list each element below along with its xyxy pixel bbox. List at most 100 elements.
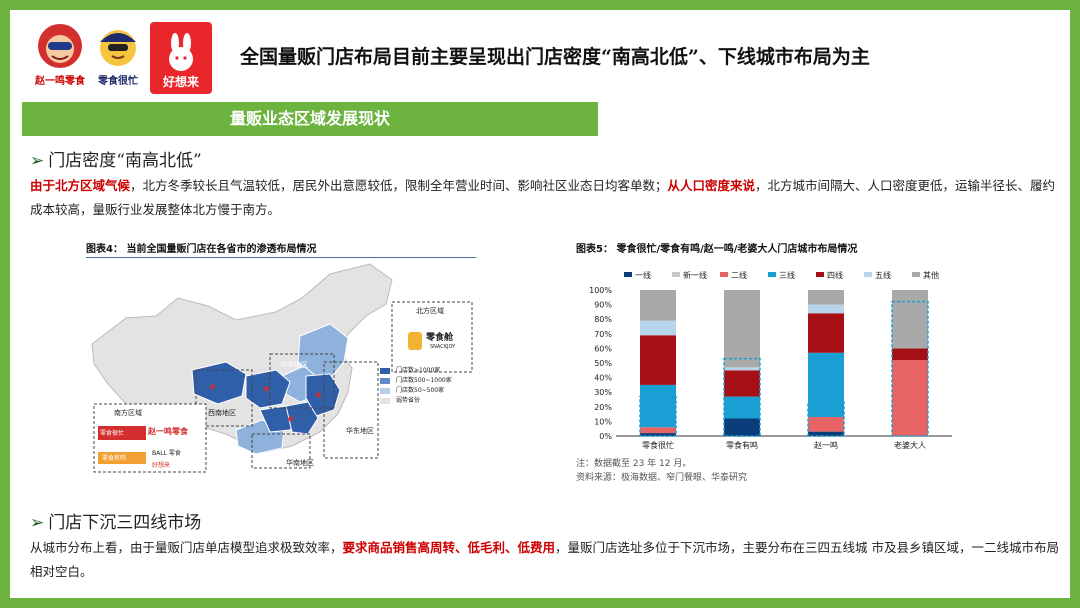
legend-label: 四线 [827,270,843,280]
bar-highlight-box [723,357,761,437]
slide: 赵一鸣零食 零食很忙 好想来 全国量贩门店布局目前主要呈现出门店密度“南高北低”… [10,10,1070,598]
arrow-bullet-icon: ➢ [30,151,45,171]
figure4: 图表4： 当前全国量贩门店在各省市的渗透布局情况 ★ ★ ★ ★ [86,240,476,476]
y-tick-label: 10% [594,417,612,426]
legend-swatch [864,272,872,277]
section-banner: 量贩业态区域发展现状 [22,102,598,136]
map-label-south-brand5: 好想来 [152,462,171,469]
legend-label: 一线 [635,270,651,280]
figure4-title: 图表4： 当前全国量贩门店在各省市的渗透布局情况 [86,240,476,258]
map-label-southern: 南方区域 [114,409,142,417]
bar-segment [640,433,676,436]
y-tick-label: 60% [594,344,612,353]
bar-segment [640,427,676,434]
legend-swatch [720,272,728,277]
map-label-south-brand4: BALL 零食 [152,450,181,457]
map-label-south-brand3: 零食有鸣 [102,455,127,462]
svg-text:★: ★ [262,384,271,395]
bar-segment [892,348,928,361]
legend-label: 三线 [779,270,795,280]
svg-text:★: ★ [314,390,323,401]
logo-haoxianglai: 好想来 [150,22,212,94]
map-legend-item-3: 门店数50~500家 [396,387,445,394]
logo-lingshihenmang-text: 零食很忙 [98,76,138,87]
bar-segment [724,370,760,397]
section2-highlight: 要求商品销售高周转、低毛利、低费用 [342,540,556,555]
bar-segment [808,304,844,314]
section2-heading-text: 门店下沉三四线市场 [48,513,202,533]
bar-segment [808,352,844,418]
map-legend-item-1: 门店数≥1000家 [396,367,441,374]
arrow-bullet-icon: ➢ [30,513,45,533]
section1-highlight-1: 由于北方区域气候 [30,178,131,193]
figure5-source: 资料来源：极海数据、窄门餐眼、华泰研究 [576,473,748,483]
map-label-southwest: 西南地区 [208,409,236,417]
bar-segment [640,320,676,336]
logo-lingshihenmang: 零食很忙 [92,22,144,94]
bar-segment [808,313,844,353]
bar-highlight-box [807,401,845,437]
y-tick-label: 100% [589,286,612,295]
map-label-south: 华南地区 [286,459,314,467]
section2-text-1: 从城市分布上看，由于量贩门店单店模型追求极致效率， [30,540,343,555]
legend-label: 五线 [875,270,891,280]
page-title: 全国量贩门店布局目前主要呈现出门店密度“南高北低”、下线城市布局为主 [240,46,870,68]
x-tick-label: 零食很忙 [642,440,674,450]
bar-highlight-box [639,395,677,437]
map-legend-item-4: 弱势省份 [396,397,421,404]
legend-swatch [912,272,920,277]
bar-segment [724,396,760,419]
figure5-title: 图表5： 零食很忙/零食有鸣/赵一鸣/老婆大人门店城市布局情况 [576,244,858,255]
map-label-south-brand2: 零食很忙 [100,430,125,437]
bar-segment [724,418,760,436]
logo-zhaoyiming: 赵一鸣零食 [34,22,86,94]
bar-segment [724,290,760,368]
map-label-central: 华中地区 [280,361,308,369]
section2-paragraph: 从城市分布上看，由于量贩门店单店模型追求极致效率，要求商品销售高周转、低毛利、低… [30,536,1060,584]
y-tick-label: 0% [599,432,612,441]
section1-text-2: ，北方城市间隔大、人口密度更低，运输半径长、履约成本较高，量贩行业发展整体北方慢… [30,178,1056,217]
svg-text:★: ★ [208,382,217,393]
map-label-north-brand-en: SNACKJOY [430,344,456,350]
map-label-north-brand: 零食舱 [426,333,454,343]
bar-segment [640,290,676,321]
map-label-east: 华东地区 [346,427,374,435]
legend-label: 其他 [923,270,939,280]
zhaoyiming-mascot-icon [38,24,82,68]
figure5: 图表5： 零食很忙/零食有鸣/赵一鸣/老婆大人门店城市布局情况 一线 新一线 二线 三… [576,240,966,490]
x-tick-label: 零食有鸣 [726,440,758,450]
bar-segment [892,360,928,436]
bar-segment [640,384,676,428]
legend-swatch [768,272,776,277]
stacked-bar-chart: 一线 新一线 二线 三线 四线 五线 其他 0% 10% 20% 30% 40% 50% 60% 70% 80… [589,270,952,450]
legend-label: 新一线 [683,270,707,280]
x-tick-label: 赵一鸣 [814,440,838,450]
y-tick-label: 30% [594,388,612,397]
section1-heading-text: 门店密度“南高北低” [48,151,202,171]
section1-paragraph: 由于北方区域气候，北方冬季较长且气温较低，居民外出意愿较低，限制全年营业时间、影… [30,174,1060,222]
y-tick-label: 70% [594,330,612,339]
svg-text:★: ★ [286,414,295,425]
bar-highlight-box [891,300,929,437]
map-label-north: 北方区域 [416,307,444,315]
map-label-south-brand1: 赵一鸣零食 [148,427,188,436]
bar-segment [892,290,928,349]
section2-heading: ➢ 门店下沉三四线市场 [30,508,201,533]
figure5-note: 注：数据截至 23 年 12 月。 [576,459,692,469]
x-tick-label: 老婆大人 [894,440,926,450]
y-tick-label: 20% [594,403,612,412]
map-legend-item-2: 门店数500~1000家 [396,377,452,384]
section1-text-1: ，北方冬季较长且气温较低，居民外出意愿较低，限制全年营业时间、影响社区业态日均客… [130,178,668,193]
bar-segment [808,417,844,432]
legend-swatch [672,272,680,277]
bar-segment [808,431,844,436]
china-map-icon: ★ ★ ★ ★ [91,263,473,473]
logo-haoxianglai-text: 好想来 [162,75,199,89]
legend-label: 二线 [731,270,747,280]
legend-swatch [624,272,632,277]
lingshihenmang-mascot-icon [100,30,136,66]
bar-segment [640,335,676,385]
legend-swatch [816,272,824,277]
y-tick-label: 80% [594,315,612,324]
logo-zhaoyiming-text: 赵一鸣零食 [35,76,85,87]
